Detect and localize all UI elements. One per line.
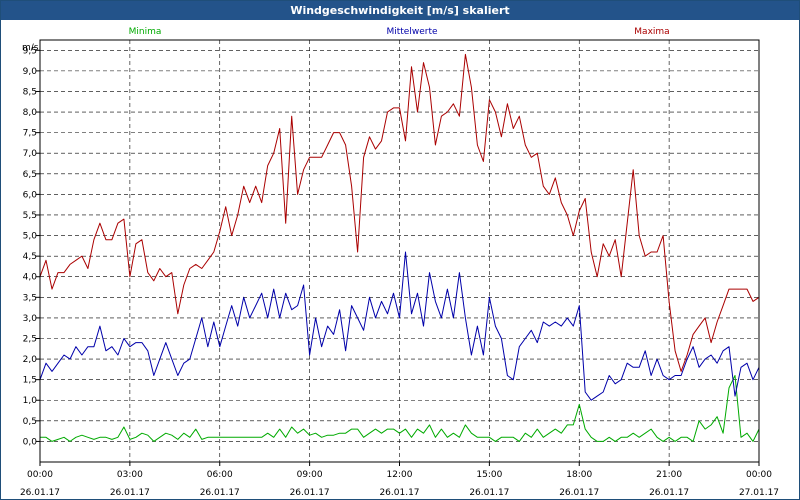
y-tick-label: 7,0 [23,149,38,159]
series-line-maxima [39,53,760,372]
grid [40,40,759,462]
x-tick-time: 00:00 [27,470,53,480]
y-tick-label: 8,0 [23,108,38,118]
x-tick-date: 26.01.17 [379,488,419,498]
y-tick-label: 5,0 [23,232,38,242]
y-tick-label: 1,5 [23,376,37,386]
y-tick-label: 4,5 [23,252,37,262]
legend: Minima Mittelwerte Maxima [129,27,670,37]
x-tick-date: 26.01.17 [200,488,240,498]
window-title: Windgeschwindigkeit [m/s] skaliert [1,1,799,20]
y-tick-label: 0,0 [23,437,38,447]
y-tick-label: 6,5 [23,170,37,180]
legend-mittelwerte: Mittelwerte [386,27,437,37]
y-tick-label: 0,5 [23,417,37,427]
series-line-minima [40,375,760,442]
y-tick-label: 5,5 [23,211,37,221]
x-tick-date: 26.01.17 [559,488,599,498]
x-tick-time: 18:00 [566,470,592,480]
legend-maxima: Maxima [634,27,669,37]
x-tick-date: 26.01.17 [110,488,150,498]
x-tick-date: 26.01.17 [290,488,330,498]
y-tick-label: 2,0 [23,355,38,365]
wind-speed-chart: 9,5 9,0 8,5 8,0 7,5 7,0 6,5 6,0 5,5 5,0 4,5 4,0 3,5 3… [20,27,779,498]
y-tick-label: 2,5 [23,334,37,344]
x-tick-time: 09:00 [297,470,323,480]
plot-frame [39,39,760,463]
series-lines [39,53,760,442]
x-tick-date: 27.01.17 [739,488,779,498]
legend-minima: Minima [129,27,162,37]
y-tick-label: 6,0 [23,190,38,200]
y-tick-label: 9,0 [23,67,38,77]
x-axis-ticks: 00:00 26.01.17 03:00 26.01.17 06:00 26.01.17 0… [20,462,779,498]
y-axis-ticks: 9,5 9,0 8,5 8,0 7,5 7,0 6,5 6,0 5,5 5,0 4,5 4,0 3,5 3… [23,46,40,447]
y-tick-label: 3,5 [23,293,37,303]
y-tick-label: 3,0 [23,314,38,324]
y-tick-label: 9,5 [23,46,37,56]
x-tick-date: 26.01.17 [469,488,509,498]
y-tick-label: 8,5 [23,87,37,97]
y-tick-label: 1,0 [23,396,38,406]
x-tick-time: 00:00 [746,470,772,480]
x-tick-time: 03:00 [117,470,143,480]
x-tick-date: 26.01.17 [649,488,689,498]
x-tick-time: 06:00 [207,470,233,480]
x-tick-time: 21:00 [656,470,682,480]
x-tick-date: 26.01.17 [20,488,60,498]
series-line-mittelwerte [39,251,760,401]
y-tick-label: 4,0 [23,273,38,283]
x-tick-time: 12:00 [387,470,413,480]
x-tick-time: 15:00 [476,470,502,480]
y-tick-label: 7,5 [23,129,37,139]
y-axis-label: m/s [22,43,39,53]
